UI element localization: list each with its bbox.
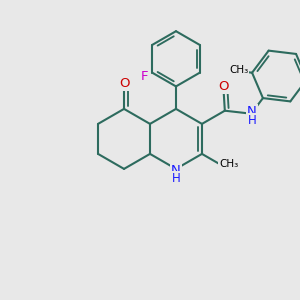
Text: N: N bbox=[247, 105, 257, 118]
Text: F: F bbox=[141, 70, 148, 83]
Text: N: N bbox=[171, 164, 181, 177]
Text: H: H bbox=[248, 114, 256, 127]
Text: O: O bbox=[119, 77, 129, 90]
Text: O: O bbox=[218, 80, 229, 93]
Text: CH₃: CH₃ bbox=[219, 159, 238, 169]
Text: H: H bbox=[172, 172, 180, 185]
Text: CH₃: CH₃ bbox=[229, 64, 248, 75]
